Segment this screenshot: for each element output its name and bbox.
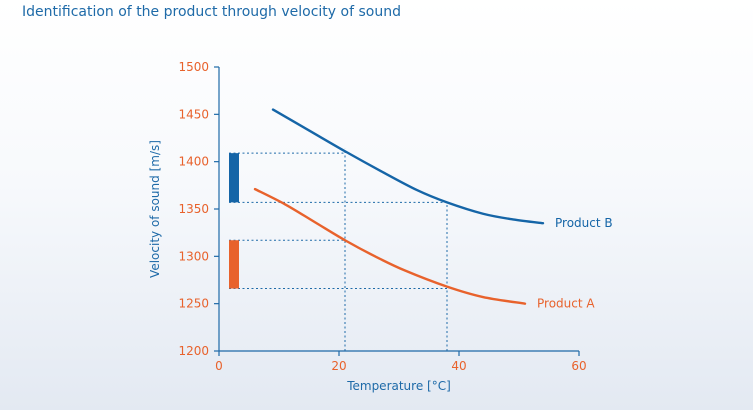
y-tick-label: 1350: [178, 202, 209, 216]
y-tick-label: 1500: [178, 60, 209, 74]
range-bar-product-b: [229, 153, 239, 203]
y-tick-label: 1400: [178, 155, 209, 169]
series-label-product-b: Product B: [555, 216, 613, 230]
x-ticks: 0 20 40 60: [215, 351, 587, 373]
x-tick-label: 40: [451, 359, 466, 373]
y-axis-label: Velocity of sound [m/s]: [148, 140, 162, 278]
series-line-product-a: [253, 187, 527, 305]
chart-title: Identification of the product through ve…: [22, 4, 401, 20]
reference-lines: [229, 148, 448, 351]
x-tick-label: 60: [571, 359, 586, 373]
y-tick-label: 1300: [178, 249, 209, 263]
range-bars: [229, 153, 239, 289]
series-label-product-a: Product A: [537, 297, 595, 311]
series-lines: [253, 108, 545, 305]
y-tick-label: 1200: [178, 344, 209, 358]
x-tick-label: 20: [331, 359, 346, 373]
y-tick-label: 1250: [178, 297, 209, 311]
x-axis-label: Temperature [°C]: [346, 379, 451, 393]
series-line-product-b: [271, 108, 545, 225]
y-tick-label: 1450: [178, 107, 209, 121]
y-ticks: 1200 1250 1300 1350 1400 1450 1500: [178, 60, 219, 358]
range-bar-product-a: [229, 240, 239, 289]
x-tick-label: 0: [215, 359, 223, 373]
